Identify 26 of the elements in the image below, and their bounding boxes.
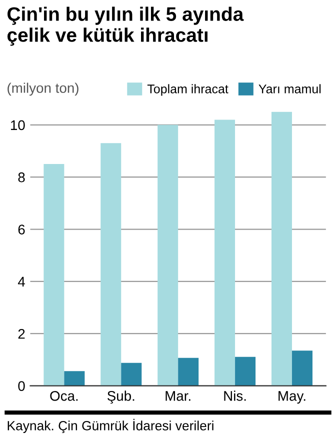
legend-label: Toplam ihracat bbox=[147, 84, 228, 96]
bar bbox=[64, 371, 85, 386]
x-tick-label: Şub. bbox=[107, 390, 134, 404]
bar bbox=[214, 120, 236, 386]
x-tick-label: Mar. bbox=[166, 391, 190, 401]
y-tick-label: 8 bbox=[18, 172, 25, 182]
bar bbox=[271, 112, 292, 386]
legend-label: Yarı mamul bbox=[258, 84, 321, 94]
y-tick-label: 2 bbox=[18, 328, 25, 339]
bar bbox=[178, 358, 199, 386]
bar bbox=[121, 362, 142, 386]
text: Kaynak. Çin Gümrük İdaresi verileri bbox=[8, 418, 214, 434]
x-tick-label: Nis. bbox=[224, 390, 246, 401]
bar bbox=[292, 350, 312, 386]
y-axis-title: (milyon ton) bbox=[8, 82, 78, 96]
bar bbox=[100, 143, 122, 386]
x-tick-label: May. bbox=[278, 391, 306, 404]
bar bbox=[44, 164, 64, 386]
x-tick-label: Oca. bbox=[50, 391, 78, 401]
y-tick-label: 10 bbox=[10, 120, 25, 130]
bar bbox=[158, 124, 178, 386]
bar bbox=[235, 356, 256, 386]
chart-title: Çin'in bu yılın ilk 5 ayında çelik ve kütük ihracatı bbox=[7, 6, 244, 46]
y-tick-label: 6 bbox=[18, 224, 25, 234]
y-tick-label: 0 bbox=[18, 381, 25, 391]
y-tick-label: 4 bbox=[18, 276, 25, 286]
